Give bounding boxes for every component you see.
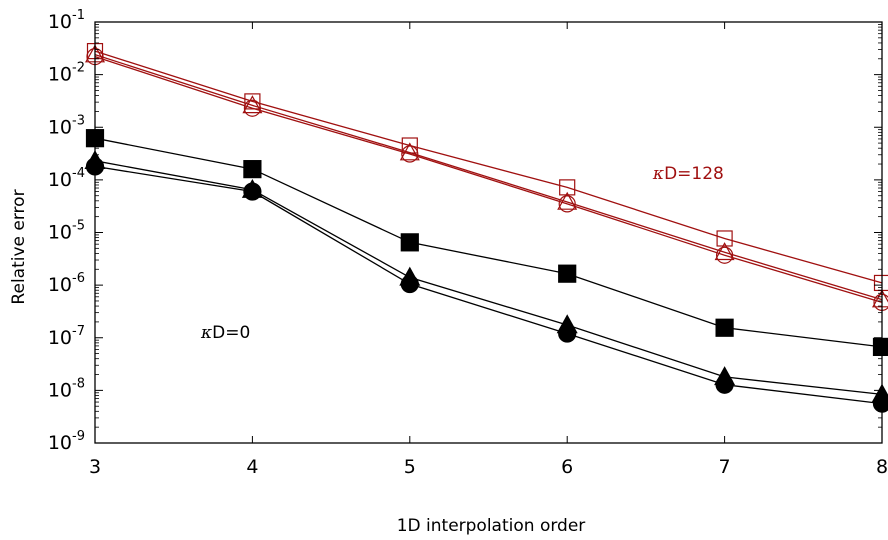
point-circle-open-5 [401, 145, 419, 163]
y-tick-exponent: -6 [72, 271, 85, 286]
x-tick-label: 4 [246, 456, 258, 478]
series-line-square-filled [94, 137, 883, 348]
y-tick-label: 10-8 [48, 376, 85, 401]
point-square-open-7 [716, 230, 733, 247]
series-line-square-open [94, 50, 883, 284]
x-axis-title: 1D interpolation order [397, 516, 586, 536]
point-circle-filled-7 [715, 375, 734, 394]
point-square-filled-7 [715, 318, 734, 337]
y-tick-exponent: -1 [72, 8, 85, 23]
plot-area: 3 4 5 6 7 810-910-810-710-610-510-410-310-210… [48, 8, 888, 478]
annotation-text: D=0 [212, 323, 250, 343]
x-tick-label: 5 [404, 456, 416, 478]
y-tick-label: 10-4 [48, 166, 85, 191]
plot-frame [94, 21, 883, 444]
y-tick-exponent: -5 [72, 219, 85, 234]
point-triangle-open-6 [557, 191, 578, 210]
point-circle-open-7 [715, 246, 734, 264]
x-tick-label: 3 [89, 456, 101, 478]
y-axis-title: Relative error [9, 189, 29, 304]
point-square-filled-6 [558, 264, 577, 283]
y-tick-label: 10-5 [48, 219, 85, 244]
y-tick-base: 10 [48, 327, 72, 349]
annotation-label: κD=128 [652, 164, 724, 184]
y-tick-base: 10 [48, 222, 72, 244]
annotation-text: D=128 [664, 164, 724, 184]
x-tick-label: 7 [719, 456, 731, 478]
series-layer [84, 42, 888, 413]
x-tick-label: 6 [561, 456, 573, 478]
y-tick-exponent: -9 [72, 429, 85, 444]
y-tick-exponent: -3 [72, 113, 85, 128]
point-circle-filled-6 [558, 324, 577, 343]
y-tick-label: 10-1 [48, 8, 85, 33]
y-tick-exponent: -4 [72, 166, 85, 181]
x-tick-label: 8 [876, 456, 888, 478]
point-square-filled-4 [243, 160, 262, 179]
point-square-filled-5 [400, 233, 419, 252]
series-line-triangle-filled [94, 160, 883, 396]
point-circle-filled-8 [872, 394, 888, 413]
point-square-filled-8 [872, 337, 888, 357]
y-tick-base: 10 [48, 116, 72, 138]
point-triangle-open-7 [714, 242, 735, 261]
y-tick-label: 10-6 [48, 271, 85, 296]
y-tick-base: 10 [48, 274, 72, 296]
y-tick-label: 10-7 [48, 324, 85, 349]
point-triangle-open-5 [399, 142, 420, 161]
kappa-symbol: κ [200, 323, 212, 343]
y-tick-label: 10-9 [48, 429, 85, 454]
y-tick-base: 10 [48, 11, 72, 33]
y-tick-exponent: -7 [72, 324, 85, 339]
point-circle-filled-4 [243, 182, 262, 201]
point-circle-open-4 [243, 99, 261, 117]
y-tick-exponent: -2 [72, 61, 85, 76]
y-tick-label: 10-3 [48, 113, 85, 138]
point-square-open-6 [559, 179, 576, 196]
point-circle-filled-5 [400, 274, 419, 294]
series-line-circle-open [94, 55, 883, 304]
point-circle-open-6 [558, 195, 576, 213]
annotation-label: κD=0 [200, 323, 250, 343]
series-line-circle-filled [94, 165, 883, 405]
kappa-symbol: κ [652, 164, 664, 184]
y-tick-base: 10 [48, 432, 72, 454]
y-tick-base: 10 [48, 169, 72, 191]
series-line-triangle-open [94, 53, 883, 301]
y-tick-base: 10 [48, 379, 72, 401]
point-triangle-open-4 [242, 95, 263, 114]
point-square-open-4 [244, 93, 261, 110]
y-tick-base: 10 [48, 64, 72, 86]
y-tick-label: 10-2 [48, 61, 85, 86]
y-tick-exponent: -8 [72, 376, 85, 391]
